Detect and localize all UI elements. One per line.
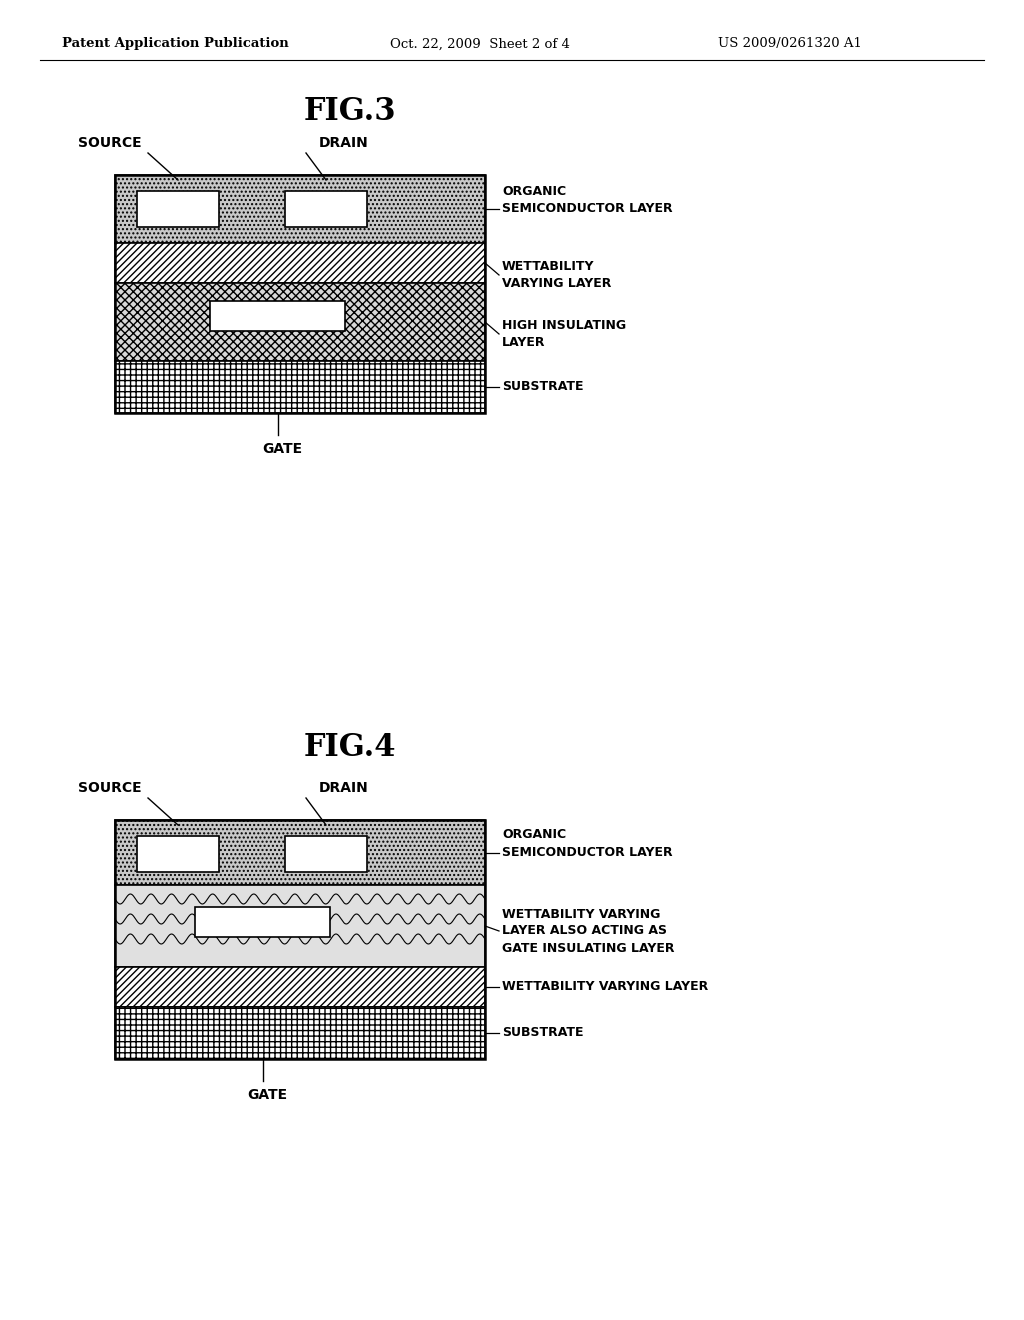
Text: Oct. 22, 2009  Sheet 2 of 4: Oct. 22, 2009 Sheet 2 of 4 [390, 37, 570, 50]
Text: WETTABILITY VARYING
LAYER ALSO ACTING AS
GATE INSULATING LAYER: WETTABILITY VARYING LAYER ALSO ACTING AS… [502, 908, 675, 954]
Text: SUBSTRATE: SUBSTRATE [502, 380, 584, 393]
Text: GATE: GATE [248, 1088, 288, 1102]
Text: ORGANIC
SEMICONDUCTOR LAYER: ORGANIC SEMICONDUCTOR LAYER [502, 829, 673, 858]
Text: Patent Application Publication: Patent Application Publication [61, 37, 289, 50]
Bar [137, 191, 219, 227]
Bar [115, 884, 485, 968]
Text: SUBSTRATE: SUBSTRATE [502, 1027, 584, 1040]
Bar [115, 820, 485, 884]
Bar [137, 836, 219, 873]
Bar [115, 243, 485, 282]
Bar [115, 282, 485, 360]
Bar [115, 1007, 485, 1059]
Bar [115, 820, 485, 1059]
Text: SOURCE: SOURCE [78, 136, 141, 150]
Text: FIG.3: FIG.3 [304, 96, 396, 128]
Bar [115, 968, 485, 1007]
Bar [115, 176, 485, 413]
Text: DRAIN: DRAIN [319, 781, 369, 795]
Text: SOURCE: SOURCE [78, 781, 141, 795]
Text: US 2009/0261320 A1: US 2009/0261320 A1 [718, 37, 862, 50]
Text: DRAIN: DRAIN [319, 136, 369, 150]
Text: WETTABILITY VARYING LAYER: WETTABILITY VARYING LAYER [502, 981, 709, 994]
Bar [285, 191, 367, 227]
Bar [195, 907, 330, 937]
Text: HIGH INSULATING
LAYER: HIGH INSULATING LAYER [502, 319, 626, 348]
Bar [285, 836, 367, 873]
Text: GATE: GATE [262, 442, 302, 455]
Text: FIG.4: FIG.4 [304, 733, 396, 763]
Bar [210, 301, 345, 331]
Text: WETTABILITY
VARYING LAYER: WETTABILITY VARYING LAYER [502, 260, 611, 290]
Bar [115, 176, 485, 243]
Bar [115, 360, 485, 413]
Text: ORGANIC
SEMICONDUCTOR LAYER: ORGANIC SEMICONDUCTOR LAYER [502, 185, 673, 215]
